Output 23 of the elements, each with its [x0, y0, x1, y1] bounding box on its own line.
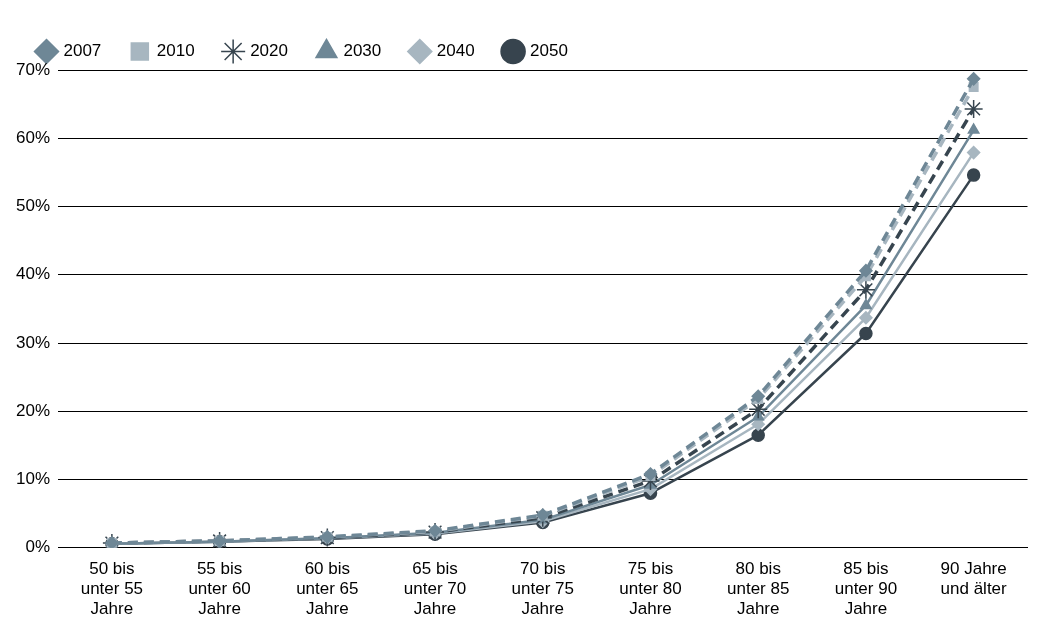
x-tick-label: 85 bis unter 90 Jahre	[834, 558, 898, 619]
x-tick-label: 60 bis unter 65 Jahre	[296, 558, 359, 619]
legend-label: 2020	[250, 41, 288, 61]
legend-label: 2040	[436, 41, 475, 61]
x-tick-label: 65 bis unter 70 Jahre	[403, 558, 467, 619]
y-tick-label: 50%	[15, 196, 51, 216]
x-tick-label: 50 bis unter 55 Jahre	[80, 558, 144, 619]
x-tick-label: 70 bis unter 75 Jahre	[511, 558, 574, 619]
y-tick-label: 60%	[15, 127, 51, 147]
legend-label: 2030	[343, 41, 382, 61]
y-tick-label: 70%	[15, 59, 51, 79]
y-tick-label: 30%	[15, 332, 51, 352]
y-tick-label: 20%	[15, 400, 51, 420]
y-tick-label: 40%	[15, 264, 51, 284]
x-tick-label: 75 bis unter 80 Jahre	[619, 558, 682, 619]
y-tick-label: 10%	[15, 469, 51, 489]
legend-label: 2050	[530, 41, 568, 61]
x-tick-label: 55 bis unter 60 Jahre	[188, 558, 251, 619]
legend-label: 2007	[63, 41, 102, 61]
y-tick-label: 0%	[25, 537, 51, 557]
x-tick-label: 80 bis unter 85 Jahre	[727, 558, 790, 619]
legend-label: 2010	[156, 41, 195, 61]
x-tick-label: 90 Jahre und älter	[940, 558, 1008, 599]
